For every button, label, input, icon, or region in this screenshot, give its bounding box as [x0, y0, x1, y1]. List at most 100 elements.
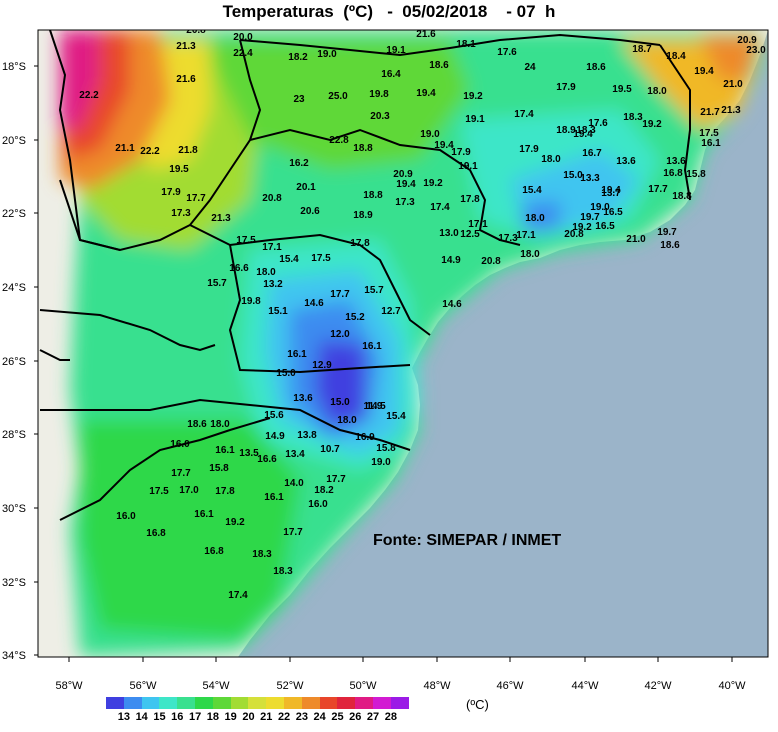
color-legend-ticks: 13 14 15 16 17 18 19 20 21 22 23 24 25 26 27 28 [115, 711, 400, 723]
station-value: 16.0 [170, 439, 190, 450]
legend-swatch [141, 697, 160, 709]
station-value: 16.1 [194, 509, 214, 520]
station-value: 20.1 [296, 182, 316, 193]
station-value: 17.4 [228, 590, 248, 601]
color-legend [106, 697, 409, 709]
station-value: 19.4 [416, 88, 436, 99]
y-tick-label: 18°S [2, 61, 26, 73]
x-tick-label: 42°W [644, 680, 672, 692]
station-value: 15.4 [386, 411, 406, 422]
station-value: 17.3 [498, 233, 518, 244]
station-value: 17.1 [516, 230, 536, 241]
legend-tick: 25 [331, 711, 344, 723]
station-value: 17.6 [497, 47, 517, 58]
x-tick-label: 58°W [55, 680, 83, 692]
station-value: 18.0 [256, 267, 276, 278]
station-value: 17.8 [215, 486, 235, 497]
legend-swatch [230, 697, 249, 709]
station-value: 18.0 [525, 213, 545, 224]
station-value: 11.9 [364, 401, 383, 412]
station-value: 16.1 [264, 492, 284, 503]
legend-swatch [177, 697, 195, 709]
station-value: 18.8 [353, 143, 373, 154]
station-value: 18.0 [210, 419, 230, 430]
legend-swatch [355, 697, 373, 709]
station-value: 19.4 [434, 140, 454, 151]
x-tick-label: 40°W [718, 680, 746, 692]
station-value: 16.1 [701, 138, 721, 149]
station-value: 21.0 [626, 234, 646, 245]
station-value: 12.5 [460, 229, 480, 240]
station-value: 17.9 [451, 147, 471, 158]
station-value: 12.7 [381, 306, 401, 317]
legend-swatch [266, 697, 284, 709]
station-value: 18.0 [647, 86, 667, 97]
station-value: 17.1 [262, 242, 282, 253]
legend-tick: 27 [366, 711, 380, 723]
station-value: 21.0 [723, 79, 743, 90]
legend-tick: 19 [224, 711, 237, 723]
legend-tick: 21 [260, 711, 273, 723]
station-value: 16.6 [229, 263, 249, 274]
station-value: 18.8 [672, 191, 692, 202]
legend-tick: 13 [117, 711, 131, 723]
station-value: 17.4 [514, 109, 534, 120]
station-value: 15.6 [264, 410, 284, 421]
station-value: 16.4 [381, 69, 401, 80]
station-value: 19.2 [463, 91, 483, 102]
station-value: 16.1 [215, 445, 235, 456]
station-value: 13.5 [239, 448, 259, 459]
station-value: 19.2 [423, 178, 443, 189]
station-value: 16.0 [116, 511, 136, 522]
station-value: 14.5 [366, 401, 386, 412]
station-value: 22.2 [140, 146, 160, 157]
station-value: 17.5 [149, 486, 169, 497]
y-tick-label: 28°S [2, 429, 26, 441]
legend-tick: 16 [171, 711, 184, 723]
station-value: 13.6 [293, 393, 313, 404]
station-value: 13.0 [439, 228, 459, 239]
legend-tick: 23 [295, 711, 308, 723]
station-value: 18.8 [363, 190, 383, 201]
station-value: 16.5 [595, 221, 615, 232]
station-value: 20.9 [393, 169, 413, 180]
station-value: 19.5 [612, 84, 632, 95]
legend-swatch [372, 697, 391, 709]
station-value: 22.8 [329, 135, 349, 146]
station-value: 14.6 [304, 298, 324, 309]
legend-swatch [283, 697, 302, 709]
station-value: 18.3 [623, 112, 643, 123]
station-value: 17.0 [179, 485, 199, 496]
station-value: 15.0 [563, 170, 583, 181]
border-sc-rs [40, 398, 411, 451]
legend-tick: 17 [188, 711, 202, 723]
station-value: 17.5 [236, 235, 256, 246]
station-value: 20.8 [186, 25, 206, 36]
legend-swatch [123, 697, 142, 709]
station-value: 17.5 [699, 128, 719, 139]
station-value: 17.9 [519, 144, 539, 155]
legend-swatch [159, 697, 178, 709]
station-value: 15.7 [207, 278, 227, 289]
station-value: 13.6 [666, 156, 686, 167]
station-value: 19.8 [241, 296, 261, 307]
station-value: 13.6 [616, 156, 636, 167]
source-credit: Fonte: SIMEPAR / INMET [373, 532, 562, 549]
y-tick-label: 26°S [2, 356, 26, 368]
station-value: 16.5 [603, 207, 623, 218]
x-tick-label: 56°W [129, 680, 157, 692]
station-values: 20.8 21.3 20.0 21.6 18.1 19.0 18.2 19.1 17.6 18.7… [79, 25, 766, 601]
station-value: 18.6 [586, 62, 606, 73]
station-value: 17.9 [556, 82, 576, 93]
legend-swatch [106, 697, 124, 709]
y-tick-label: 32°S [2, 577, 26, 589]
border-ar [39, 349, 70, 361]
station-value: 13.4 [285, 449, 305, 460]
station-value: 17.4 [430, 202, 450, 213]
station-value: 20.8 [481, 256, 501, 267]
station-value: 19.2 [572, 222, 592, 233]
station-value: 18.2 [288, 52, 308, 63]
station-value: 25.0 [328, 91, 348, 102]
border-sp-mg [249, 128, 521, 246]
station-value: 14.6 [442, 299, 462, 310]
